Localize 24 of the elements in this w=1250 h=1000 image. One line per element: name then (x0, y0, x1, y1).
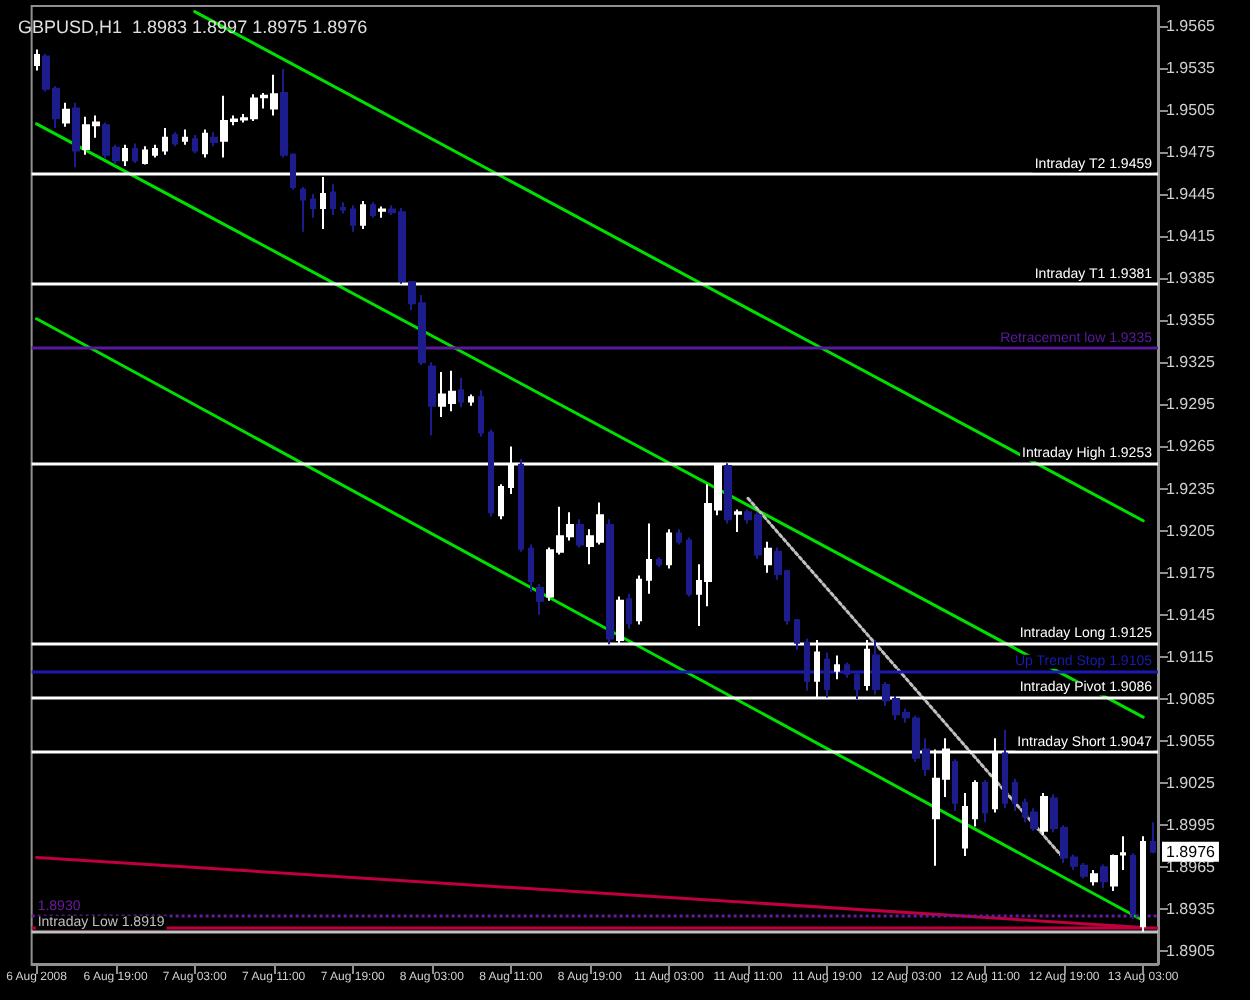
y-tick-label: 1.8905 (1166, 942, 1217, 961)
y-tick-label: 1.9445 (1166, 184, 1217, 203)
y-tick-label: 1.9265 (1166, 437, 1217, 456)
y-tick-label: 1.8935 (1166, 900, 1217, 919)
y-tick-label: 1.9415 (1166, 227, 1217, 246)
annotation: 1.8976 (1166, 842, 1217, 861)
y-tick-label: 1.9085 (1166, 689, 1217, 708)
y-tick-label: 1.8995 (1166, 816, 1217, 835)
y-tick-label: 1.9055 (1166, 731, 1217, 750)
y-tick-label: 1.9475 (1166, 142, 1217, 161)
y-tick-label: 1.9355 (1166, 311, 1217, 330)
y-tick-label: 1.9385 (1166, 269, 1217, 288)
y-tick-label: 1.9145 (1166, 605, 1217, 624)
y-tick-label: 1.9505 (1166, 100, 1217, 119)
y-tick-label: 1.9325 (1166, 353, 1217, 372)
y-tick-label: 1.9175 (1166, 563, 1217, 582)
y-tick-label: 1.9115 (1166, 647, 1215, 666)
y-tick-label: 1.9565 (1166, 16, 1217, 35)
y-tick-label: 1.9205 (1166, 521, 1217, 540)
y-tick-label: 1.9235 (1166, 479, 1217, 498)
y-tick-label: 1.9025 (1166, 774, 1217, 793)
y-tick-label: 1.9535 (1166, 58, 1217, 77)
y-tick-label: 1.8965 (1166, 858, 1217, 877)
y-tick-label: 1.9295 (1166, 395, 1217, 414)
